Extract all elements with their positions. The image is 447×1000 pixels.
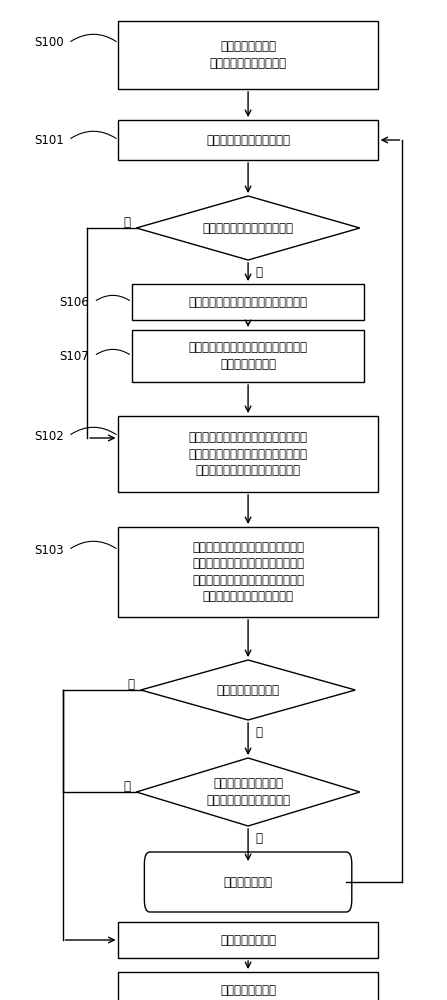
Text: 下一批粒子输入: 下一批粒子输入 — [224, 876, 273, 888]
FancyBboxPatch shape — [132, 330, 364, 382]
Text: 估算入射粒子数、
产生入射粒子并分批输入: 估算入射粒子数、 产生入射粒子并分批输入 — [210, 40, 287, 70]
FancyBboxPatch shape — [144, 852, 352, 912]
FancyBboxPatch shape — [118, 120, 378, 160]
Polygon shape — [136, 196, 360, 260]
Text: 所有粒子运行完毕？: 所有粒子运行完毕？ — [217, 684, 279, 696]
FancyBboxPatch shape — [118, 21, 378, 89]
Text: S101: S101 — [34, 133, 64, 146]
FancyBboxPatch shape — [118, 416, 378, 492]
Text: 否: 否 — [123, 216, 130, 229]
Text: 输出本地模拟结果: 输出本地模拟结果 — [220, 984, 276, 996]
Polygon shape — [141, 660, 355, 720]
Text: 记录所输入粒子的输运径迹: 记录所输入粒子的输运径迹 — [206, 133, 290, 146]
Text: 已运行完毕预定数目的批次？: 已运行完毕预定数目的批次？ — [202, 222, 294, 234]
Polygon shape — [136, 758, 360, 826]
Text: 基于每批次运行粒子的径迹计算每个栅
元的不确定度，若栅元的不确定度不超
过栅元阈值，则该栅元为达标栅元: 基于每批次运行粒子的径迹计算每个栅 元的不确定度，若栅元的不确定度不超 过栅元阈… — [189, 431, 308, 477]
Text: 是: 是 — [123, 780, 130, 792]
Text: S103: S103 — [34, 544, 64, 556]
Text: 是: 是 — [256, 266, 263, 279]
FancyBboxPatch shape — [132, 284, 364, 320]
Text: 计算动态降噪处理后得到的每个栅元剂
量分布的不确定度: 计算动态降噪处理后得到的每个栅元剂 量分布的不确定度 — [189, 341, 308, 371]
Text: 是: 是 — [127, 678, 135, 690]
Text: 对入射粒子的剂量分布做动态降噪处理: 对入射粒子的剂量分布做动态降噪处理 — [189, 296, 308, 308]
Text: S102: S102 — [34, 430, 64, 442]
Text: 各感兴趣区域的达标率
都未超过感兴趣区域阈值？: 各感兴趣区域的达标率 都未超过感兴趣区域阈值？ — [206, 777, 290, 807]
Text: S100: S100 — [34, 36, 64, 49]
FancyBboxPatch shape — [118, 527, 378, 617]
Text: 获取感兴趣区域中栅元的达标率，所
述感兴趣区域至少包括一个栅元，所
述感兴趣区域的达标率为该区域达标
栅元占该区域所有栅元的比例: 获取感兴趣区域中栅元的达标率，所 述感兴趣区域至少包括一个栅元，所 述感兴趣区域… — [192, 541, 304, 603]
Text: 否: 否 — [256, 832, 263, 844]
Text: S106: S106 — [59, 296, 89, 308]
Text: 否: 否 — [256, 726, 263, 738]
FancyBboxPatch shape — [118, 922, 378, 958]
Text: 停止继续输入粒子: 停止继续输入粒子 — [220, 934, 276, 946]
FancyBboxPatch shape — [118, 972, 378, 1000]
Text: S107: S107 — [59, 350, 89, 362]
